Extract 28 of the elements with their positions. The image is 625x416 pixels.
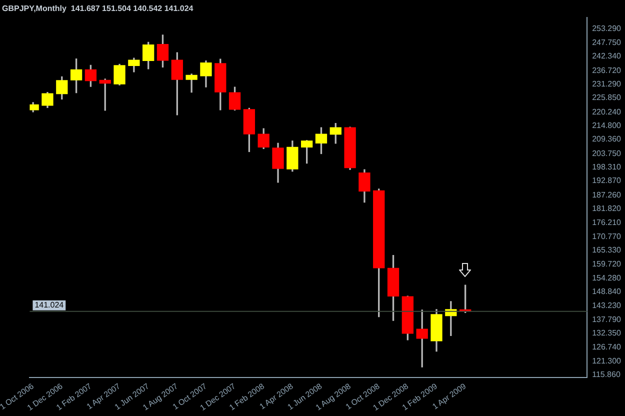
y-tick-label: 214.800 — [592, 121, 622, 130]
y-tick-label: 181.820 — [592, 204, 622, 213]
y-tick-label: 121.300 — [592, 356, 622, 366]
y-tick-label: 220.240 — [592, 107, 622, 116]
y-tick-label: 165.330 — [592, 245, 622, 254]
y-tick-label: 159.720 — [592, 260, 622, 269]
y-tick-label: 253.290 — [592, 24, 622, 34]
y-tick-label: 137.790 — [592, 314, 622, 324]
ref-line-label: 141.024 — [34, 300, 64, 310]
y-tick-label: 209.360 — [592, 134, 622, 144]
y-tick-label: 148.840 — [592, 286, 622, 296]
y-tick-label: 231.290 — [592, 80, 622, 89]
y-tick-label: 187.260 — [592, 190, 622, 200]
y-tick-label: 132.350 — [592, 328, 622, 338]
y-tick-label: 176.210 — [592, 218, 622, 228]
y-tick-label: 115.860 — [592, 370, 621, 379]
y-tick-label: 126.740 — [592, 342, 622, 352]
y-tick-label: 154.280 — [592, 273, 622, 282]
y-tick-label: 198.310 — [592, 162, 622, 172]
y-tick-label: 170.770 — [592, 232, 622, 241]
y-tick-label: 192.870 — [592, 176, 622, 186]
chart-title: GBPJPY,Monthly 141.687 151.504 140.542 141.024 — [2, 4, 194, 14]
y-tick-label: 203.750 — [592, 148, 622, 158]
y-tick-label: 236.720 — [592, 66, 622, 75]
y-tick-label: 242.340 — [592, 52, 622, 61]
y-tick-label: 143.230 — [592, 301, 622, 310]
y-tick-label: 225.850 — [592, 93, 622, 102]
y-tick-label: 247.750 — [592, 38, 622, 48]
